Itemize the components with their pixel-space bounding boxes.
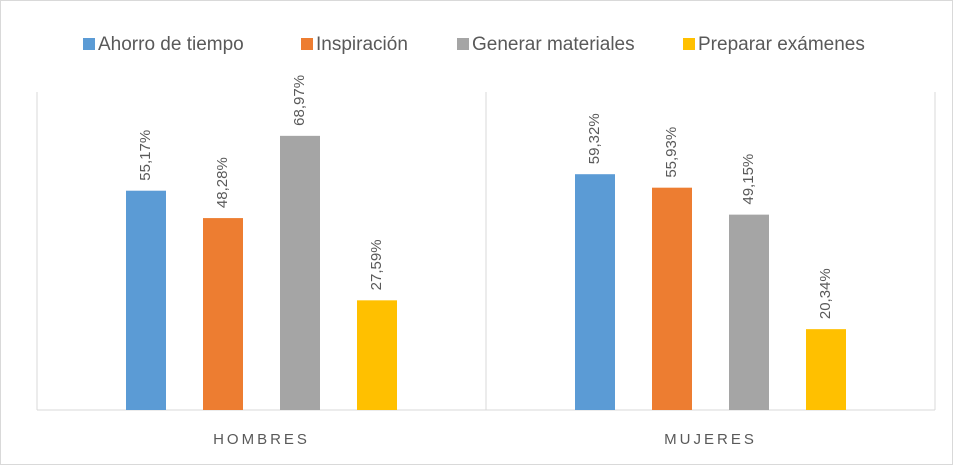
legend-label: Preparar exámenes xyxy=(698,34,865,55)
bar xyxy=(357,300,397,410)
data-label: 55,17% xyxy=(137,130,154,181)
bar xyxy=(806,329,846,410)
legend-label: Inspiración xyxy=(316,34,408,55)
bar xyxy=(652,187,692,410)
legend-swatch xyxy=(683,38,695,50)
legend-label: Generar materiales xyxy=(472,34,635,55)
bar xyxy=(575,174,615,410)
legend-label: Ahorro de tiempo xyxy=(98,34,244,55)
bar xyxy=(126,190,166,410)
bar xyxy=(203,218,243,410)
legend-swatch xyxy=(457,38,469,50)
data-label: 49,15% xyxy=(740,154,757,205)
data-label: 20,34% xyxy=(817,268,834,319)
data-label: 48,28% xyxy=(214,157,231,208)
x-tick-label: MUJERES xyxy=(664,431,757,448)
bar xyxy=(280,135,320,411)
data-label: 59,32% xyxy=(586,113,603,164)
data-label: 27,59% xyxy=(368,239,385,290)
bar xyxy=(729,214,769,410)
x-tick-label: HOMBRES xyxy=(213,431,310,448)
legend-swatch xyxy=(83,38,95,50)
data-label: 55,93% xyxy=(663,127,680,178)
data-label: 68,97% xyxy=(291,75,308,126)
legend-swatch xyxy=(301,38,313,50)
